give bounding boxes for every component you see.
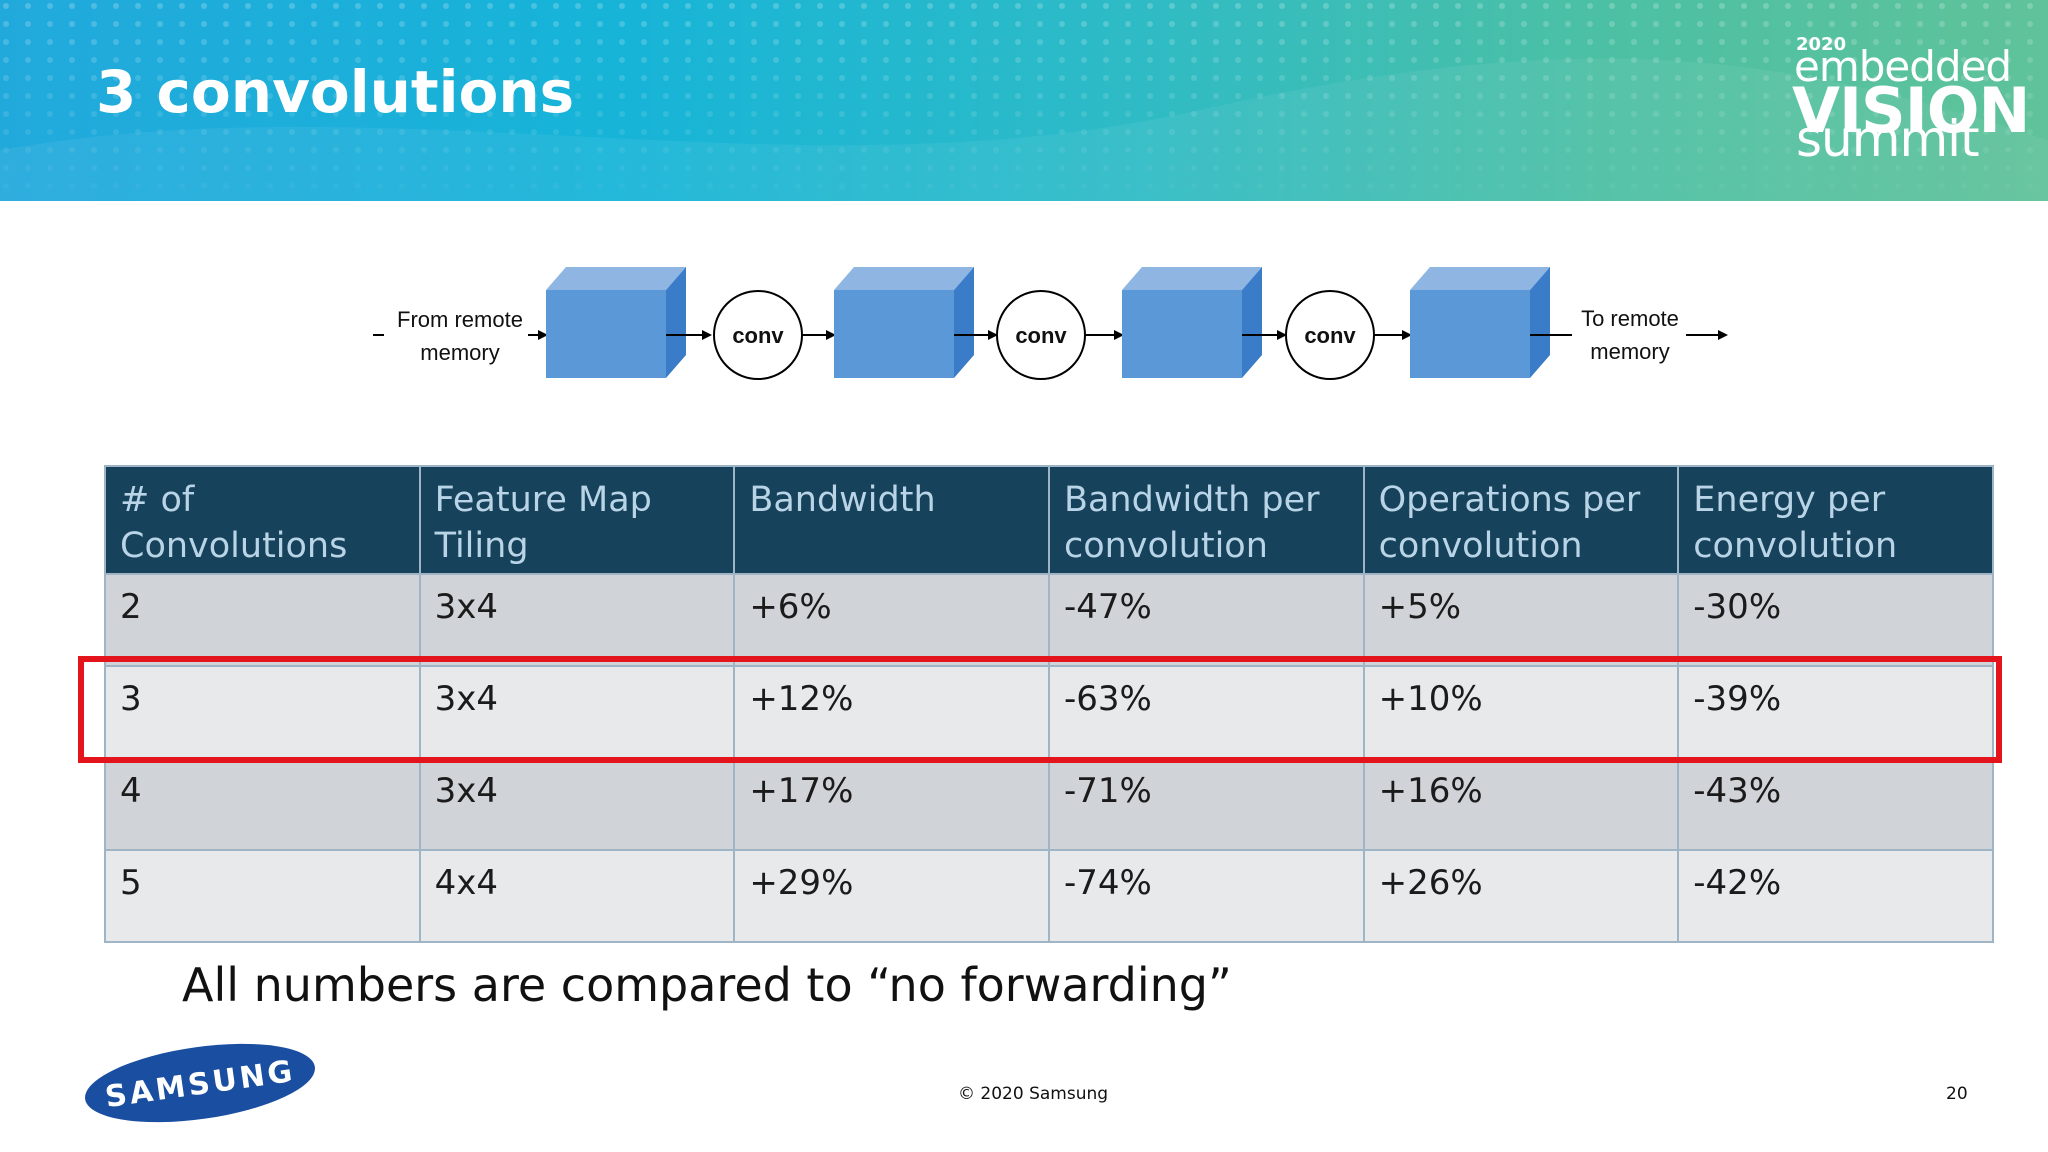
table-cell: 3x4 (418, 573, 736, 667)
table-cell: +26% (1362, 849, 1680, 943)
output-label-line2: memory (1590, 339, 1669, 364)
comparison-note: All numbers are compared to “no forwardi… (182, 958, 1232, 1012)
col-header-text: Tiling (434, 526, 529, 566)
table-cell: +29% (733, 849, 1050, 943)
table-cell: -71% (1047, 757, 1365, 851)
col-header-text: Operations per (1378, 480, 1641, 520)
logo-line-summit: summit (1796, 110, 1980, 168)
logo-year: 2020 (1796, 34, 1847, 55)
embedded-vision-summit-logo: 2020 embedded VISION summit (1792, 34, 2030, 168)
col-header-feature-map-tiling: Feature Map Tiling (418, 465, 736, 575)
slide-title: 3 convolutions (96, 58, 575, 126)
table-row: 5 4x4 +29% -74% +26% -42% (104, 849, 1994, 943)
col-header-bandwidth: Bandwidth (733, 465, 1050, 575)
feature-map-cube-3 (1122, 267, 1262, 378)
table-cell: +6% (733, 573, 1050, 667)
table-row-highlighted: 3 3x4 +12% -63% +10% -39% (104, 665, 1994, 759)
col-header-energy-per-convolution: Energy per convolution (1677, 465, 1994, 575)
samsung-logo: SAMSUNG (85, 1043, 315, 1123)
col-header-text: Energy per (1693, 480, 1886, 520)
col-header-text: convolution (1063, 526, 1268, 566)
table-cell: -30% (1677, 573, 1994, 667)
table-cell: +16% (1362, 757, 1680, 851)
table-cell: 3 (104, 665, 421, 759)
conv-label-3: conv (1304, 323, 1356, 348)
table-row: 4 3x4 +17% -71% +16% -43% (104, 757, 1994, 851)
table-cell: +12% (733, 665, 1050, 759)
header-banner: 3 convolutions 2020 embedded VISION summ… (0, 0, 2048, 201)
col-header-text: convolution (1378, 526, 1583, 566)
input-label-line2: memory (420, 340, 499, 365)
col-header-text: convolution (1693, 526, 1898, 566)
col-header-text: # of Convolutions (120, 480, 348, 566)
conv-label-1: conv (732, 323, 784, 348)
conv-node-1: conv (713, 290, 803, 380)
table-cell: 4x4 (418, 849, 736, 943)
feature-map-cube-1 (546, 267, 686, 378)
col-header-operations-per-convolution: Operations per convolution (1362, 465, 1680, 575)
col-header-text: Feature Map (434, 480, 652, 520)
table-cell: -47% (1047, 573, 1365, 667)
col-header-text: Bandwidth (749, 480, 936, 520)
col-header-num-convolutions: # of Convolutions (104, 465, 421, 575)
table-cell: -43% (1677, 757, 1994, 851)
banner-dot-pattern (0, 0, 2048, 201)
feature-map-cube-4 (1410, 267, 1550, 378)
col-header-bandwidth-per-convolution: Bandwidth per convolution (1047, 465, 1365, 575)
copyright-text: © 2020 Samsung (958, 1084, 1109, 1104)
table-cell: 3x4 (418, 665, 736, 759)
conv-node-3: conv (1285, 290, 1375, 380)
convolution-results-table: # of Convolutions Feature Map Tiling Ban… (104, 465, 1994, 943)
table-row: 2 3x4 +6% -47% +5% -30% (104, 573, 1994, 667)
table-cell: -63% (1047, 665, 1365, 759)
row-highlight-box (78, 656, 2002, 763)
page-number: 20 (1946, 1084, 1968, 1104)
table-cell: +5% (1362, 573, 1680, 667)
table-cell: +17% (733, 757, 1050, 851)
table-cell: 5 (104, 849, 421, 943)
logo-line-embedded: embedded (1794, 42, 2012, 91)
input-label-line1: From remote (397, 307, 523, 332)
conv-node-2: conv (996, 290, 1086, 380)
convolution-pipeline-diagram: From remote memory conv conv conv (373, 267, 1728, 380)
table-cell: -42% (1677, 849, 1994, 943)
table-cell: 2 (104, 573, 421, 667)
conv-label-2: conv (1015, 323, 1067, 348)
table-cell: +10% (1362, 665, 1680, 759)
table-cell: 4 (104, 757, 421, 851)
table-cell: 3x4 (418, 757, 736, 851)
feature-map-cube-2 (834, 267, 974, 378)
table-cell: -74% (1047, 849, 1365, 943)
logo-line-vision: VISION (1792, 74, 2030, 147)
table-cell: -39% (1677, 665, 1994, 759)
col-header-text: Bandwidth per (1063, 480, 1320, 520)
table-header-row: # of Convolutions Feature Map Tiling Ban… (104, 465, 1994, 575)
output-label-line1: To remote (1581, 306, 1679, 331)
